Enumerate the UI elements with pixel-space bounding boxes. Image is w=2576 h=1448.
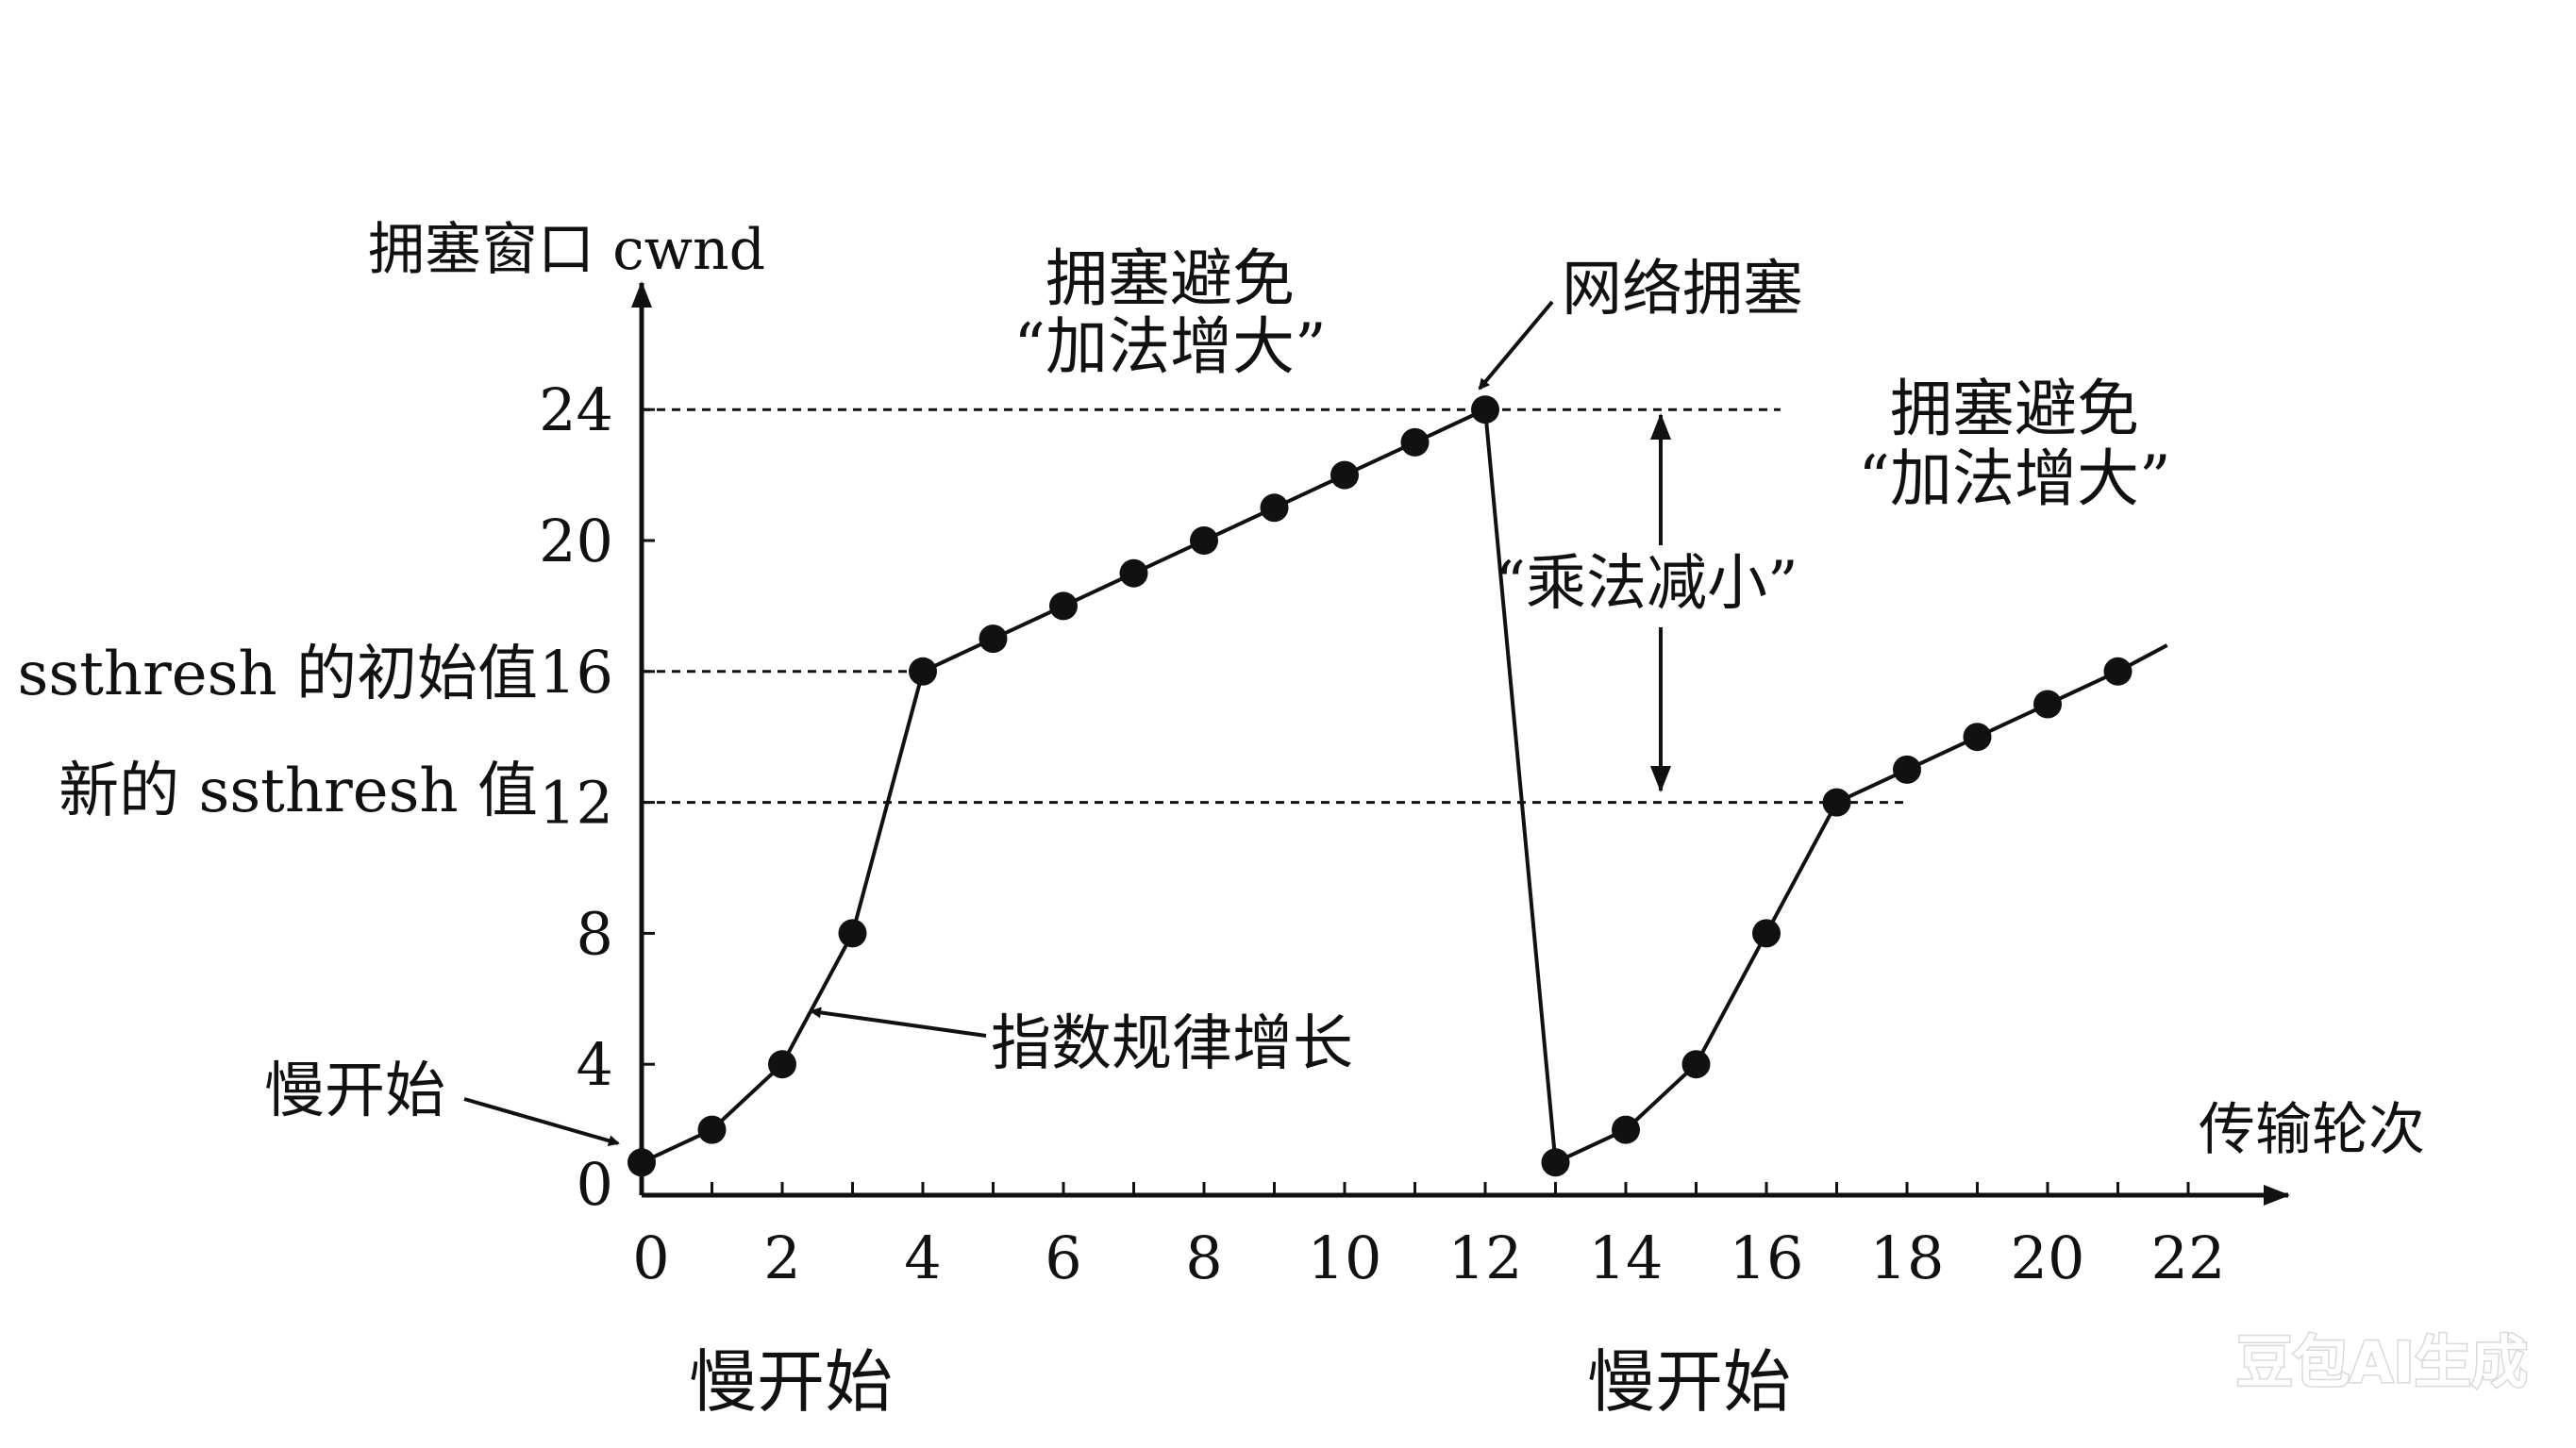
y-tick-label: 0: [577, 1150, 613, 1219]
x-tick-label: 16: [1730, 1223, 1804, 1292]
y-tick-label: 24: [539, 375, 613, 444]
data-point: [1400, 427, 1430, 457]
data-point: [2103, 657, 2133, 686]
cwnd-series: [641, 408, 2168, 1165]
y-ticks: 0 4 8 12 16 20 24: [539, 375, 655, 1219]
x-tick-label: 14: [1589, 1223, 1664, 1292]
x-tick-label: 22: [2151, 1223, 2226, 1292]
x-tick-label: 6: [1045, 1223, 1081, 1292]
y-tick-label: 8: [577, 899, 613, 968]
data-point: [1963, 723, 1992, 752]
y-tick-label: 20: [539, 507, 613, 575]
congestion-avoidance-sub-2: “加法增大”: [1858, 442, 2170, 515]
data-point: [1260, 493, 1289, 523]
data-point: [1681, 1050, 1711, 1079]
congestion-avoidance-title-1: 拥塞避免: [1045, 242, 1295, 315]
network-congestion-label: 网络拥塞: [1562, 255, 1803, 325]
watermark: 豆包AI生成: [2236, 1330, 2528, 1396]
slow-start-pointer-label: 慢开始: [264, 1057, 445, 1126]
y-tick-label: 12: [539, 769, 613, 838]
data-point: [1752, 919, 1781, 948]
x-tick-label: 20: [2011, 1223, 2085, 1292]
data-point: [1822, 788, 1851, 817]
data-point: [979, 624, 1008, 654]
slow-start-phase-label-1: 慢开始: [689, 1342, 893, 1422]
y-axis-title: 拥塞窗口 cwnd: [368, 217, 765, 283]
data-point: [1893, 755, 1921, 784]
data-point: [909, 657, 937, 686]
initial-ssthresh-label: ssthresh 的初始值: [18, 640, 539, 709]
x-ticks: 0 2 4 6 8 10 12 14 16 18 20 22: [632, 1182, 2225, 1292]
x-tick-label: 4: [904, 1223, 941, 1292]
data-point: [768, 1050, 796, 1079]
data-point: [1190, 526, 1218, 555]
x-tick-label: 18: [1870, 1223, 1945, 1292]
x-axis-title: 传输轮次: [2199, 1097, 2425, 1163]
slow-start-phase-label-2: 慢开始: [1587, 1342, 1791, 1422]
data-points: [627, 395, 2133, 1177]
x-tick-label: 12: [1448, 1223, 1523, 1292]
reference-lines: [642, 408, 1907, 805]
data-point: [2033, 690, 2062, 719]
exponential-growth-label: 指数规律增长: [991, 1009, 1353, 1079]
x-tick-label: 2: [763, 1223, 800, 1292]
y-tick-label: 16: [539, 638, 613, 707]
data-point: [838, 919, 867, 948]
network-congestion-arrow: [1478, 300, 1554, 391]
x-tick-label: 10: [1308, 1223, 1382, 1292]
data-point: [627, 1148, 656, 1177]
data-point: [1049, 591, 1078, 621]
congestion-avoidance-sub-1: “加法增大”: [1013, 310, 1326, 383]
data-point: [697, 1115, 727, 1144]
data-point: [1541, 1148, 1570, 1177]
x-tick-label: 0: [632, 1223, 669, 1292]
cwnd-line: [641, 408, 2119, 1165]
data-point: [1471, 395, 1499, 424]
new-ssthresh-label: 新的 ssthresh 值: [59, 757, 538, 826]
multiplicative-decrease-label: “乘法减小”: [1495, 549, 1798, 619]
exponential-growth-arrow: [810, 1007, 987, 1038]
data-point: [1330, 460, 1359, 490]
data-point: [1119, 558, 1148, 588]
slow-start-pointer-arrow: [463, 1097, 620, 1146]
congestion-avoidance-title-2: 拥塞避免: [1890, 373, 2139, 445]
x-tick-label: 8: [1185, 1223, 1222, 1292]
data-point: [1612, 1115, 1640, 1144]
y-tick-label: 4: [577, 1030, 613, 1099]
